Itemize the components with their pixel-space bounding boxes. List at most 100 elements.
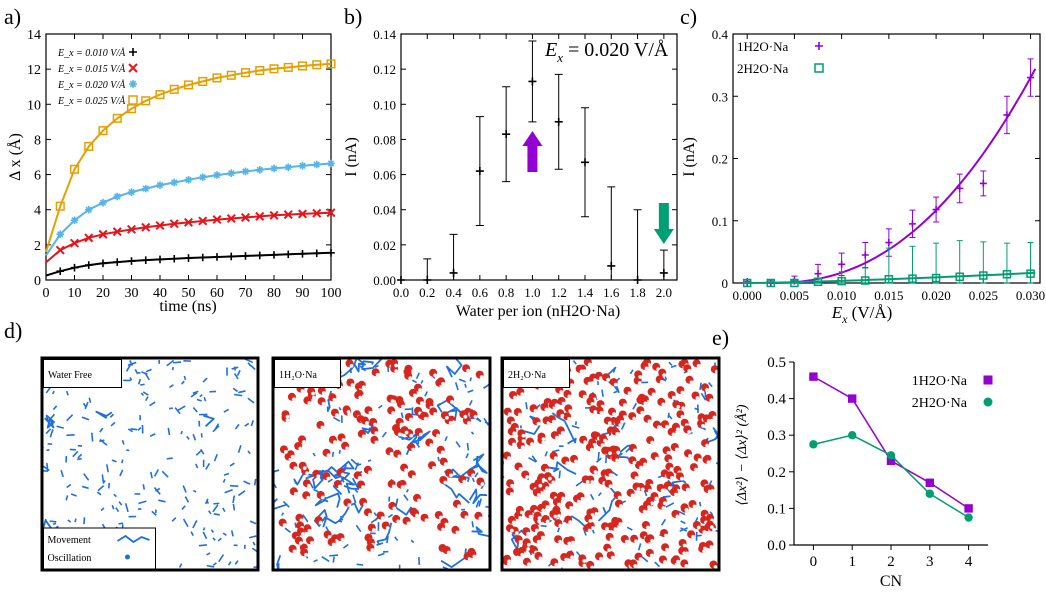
water-hydrogen bbox=[472, 554, 477, 559]
oscillation-dash bbox=[234, 423, 240, 430]
data-point-1 bbox=[790, 278, 799, 288]
water-hydrogen bbox=[651, 392, 656, 397]
water-hydrogen bbox=[638, 557, 643, 562]
water-hydrogen bbox=[415, 513, 420, 518]
data-point-0 bbox=[141, 256, 150, 264]
oscillation-dash bbox=[709, 511, 714, 516]
data-point-0 bbox=[1027, 74, 1035, 82]
oscillation-dash bbox=[166, 359, 175, 367]
water-hydrogen bbox=[380, 516, 385, 521]
oscillation-dash bbox=[129, 360, 134, 366]
water-hydrogen bbox=[607, 548, 612, 553]
data-point-0 bbox=[848, 394, 857, 403]
oscillation-dash bbox=[230, 530, 234, 537]
oscillation-dash bbox=[196, 398, 202, 402]
water-hydrogen bbox=[650, 440, 655, 445]
water-hydrogen bbox=[587, 528, 592, 533]
snapshot-content bbox=[502, 358, 719, 570]
oscillation-dash bbox=[208, 510, 212, 515]
oscillation-dash bbox=[144, 396, 149, 402]
snapshot-2h2o-na: 2H₂O·Na bbox=[500, 356, 721, 572]
legend-label-2: E_x = 0.020 V/Å bbox=[57, 79, 126, 91]
oscillation-dash bbox=[378, 404, 383, 409]
water-hydrogen bbox=[534, 528, 539, 533]
water-hydrogen bbox=[350, 383, 355, 388]
chart-b: 0.0 0.2 0.4 0.6 0.8 1.0 1.2 1.4 1.6 1.8 2.0 0.00 0.0… bbox=[343, 27, 678, 320]
data-point-0 bbox=[184, 254, 193, 262]
oscillation-dash bbox=[354, 489, 359, 494]
water-hydrogen bbox=[634, 539, 639, 544]
water-hydrogen bbox=[712, 415, 717, 420]
water-hydrogen bbox=[320, 495, 325, 500]
y-tick-label: 0.04 bbox=[373, 203, 396, 218]
data-point bbox=[449, 268, 458, 277]
data-point bbox=[397, 276, 405, 284]
oscillation-dash bbox=[247, 362, 252, 367]
data-point-1 bbox=[931, 273, 941, 283]
x-tick-label: 4 bbox=[965, 554, 973, 570]
water-hydrogen bbox=[615, 458, 620, 463]
data-point-2 bbox=[99, 198, 107, 207]
snapshot-frame bbox=[271, 356, 492, 572]
water-hydrogen bbox=[536, 539, 541, 544]
data-point-3 bbox=[297, 61, 308, 71]
movement-trail bbox=[343, 477, 360, 490]
water-hydrogen bbox=[373, 422, 378, 427]
data-point bbox=[502, 130, 511, 139]
water-hydrogen bbox=[696, 363, 701, 368]
water-hydrogen bbox=[569, 505, 574, 510]
oscillation-dash bbox=[223, 472, 230, 476]
water-hydrogen bbox=[394, 369, 399, 374]
water-hydrogen bbox=[541, 440, 546, 445]
legend-oscillation-label: Oscillation bbox=[48, 553, 92, 564]
water-hydrogen bbox=[618, 522, 623, 527]
oscillation-dash bbox=[232, 503, 236, 511]
oscillation-dash bbox=[665, 502, 675, 508]
data-point-0 bbox=[814, 270, 822, 278]
y-tick-label: 0.1 bbox=[767, 501, 786, 517]
water-hydrogen bbox=[307, 400, 312, 405]
y-tick-label: 8 bbox=[34, 133, 41, 148]
panel-label-d: d) bbox=[4, 318, 22, 343]
error-bar-1 bbox=[980, 241, 987, 284]
data-point-2 bbox=[241, 167, 250, 176]
water-hydrogen bbox=[554, 562, 559, 567]
oscillation-dash bbox=[601, 389, 604, 397]
water-hydrogen bbox=[443, 462, 448, 467]
data-point-1 bbox=[212, 215, 222, 225]
chart-a: 0 10 20 30 40 50 60 70 80 90 100 0 2 4 6 8 10 12 14 time (n… bbox=[6, 28, 342, 315]
oscillation-dash bbox=[294, 522, 297, 528]
y-tick-label: 0 bbox=[34, 274, 41, 289]
water-hydrogen bbox=[520, 392, 525, 397]
water-hydrogen bbox=[537, 516, 542, 521]
water-hydrogen bbox=[507, 412, 512, 417]
y-axis-label: I (nA) bbox=[343, 137, 360, 177]
oscillation-dash bbox=[437, 456, 440, 462]
oscillation-dash bbox=[180, 380, 185, 385]
x-tick-label: 1 bbox=[848, 554, 856, 570]
oscillation-dash bbox=[232, 387, 239, 393]
water-hydrogen bbox=[564, 557, 569, 562]
legend-marker-1 bbox=[128, 63, 138, 73]
water-hydrogen bbox=[441, 381, 446, 386]
oscillation-dash bbox=[56, 425, 65, 429]
water-hydrogen bbox=[608, 484, 613, 489]
data-point-2 bbox=[84, 205, 93, 214]
data-point-3 bbox=[155, 90, 165, 100]
y-tick-label: 14 bbox=[27, 28, 41, 43]
data-point-2 bbox=[156, 181, 164, 189]
water-hydrogen bbox=[608, 451, 613, 456]
water-hydrogen bbox=[654, 456, 659, 461]
oscillation-dash bbox=[641, 556, 649, 563]
water-hydrogen bbox=[536, 493, 541, 498]
water-hydrogen bbox=[616, 450, 621, 455]
water-hydrogen bbox=[665, 424, 670, 429]
water-hydrogen bbox=[417, 498, 422, 503]
oscillation-dash bbox=[171, 517, 177, 522]
oscillation-dash bbox=[695, 534, 702, 537]
oscillation-dash bbox=[231, 366, 239, 370]
data-point-0 bbox=[99, 259, 107, 268]
oscillation-dash bbox=[313, 559, 318, 563]
water-hydrogen bbox=[449, 473, 454, 478]
water-hydrogen bbox=[520, 552, 525, 557]
